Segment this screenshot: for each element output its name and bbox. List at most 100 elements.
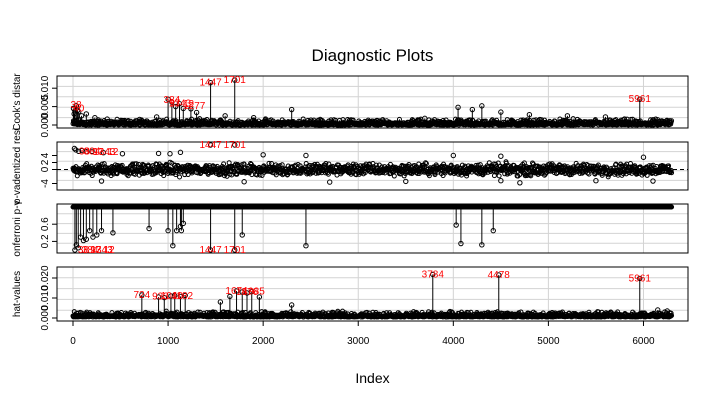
outlier-label: 5961 xyxy=(629,94,652,105)
observation-point xyxy=(527,172,533,178)
y-tick-label: -4 xyxy=(40,179,51,188)
x-axis-label: Index xyxy=(355,370,389,386)
data-point xyxy=(136,116,143,123)
data-point xyxy=(78,113,85,119)
y-tick-label: 4 xyxy=(40,152,51,158)
data-point xyxy=(403,178,409,185)
y-tick-label: 0.005 xyxy=(40,94,51,119)
y-tick-label: 0.000 xyxy=(40,112,51,137)
y-axis-label: onferroni p-v xyxy=(12,200,23,256)
observation-point xyxy=(382,170,388,176)
data-point xyxy=(104,116,110,122)
chart-title: Diagnostic Plots xyxy=(312,46,434,65)
data-point xyxy=(374,117,380,124)
data-point xyxy=(167,151,173,157)
x-tick-label: 5000 xyxy=(537,336,560,347)
data-point xyxy=(76,109,82,115)
outlier-label: 1701 xyxy=(224,140,247,151)
panels-group: 0 1000 2000 3000 4000 5000 6000 0.0000.0050.010… xyxy=(12,73,689,347)
observation-point xyxy=(248,161,254,167)
data-point xyxy=(469,106,476,113)
observation-point xyxy=(367,161,373,167)
observation-point xyxy=(477,165,483,171)
data-point xyxy=(232,77,238,83)
observation-point xyxy=(423,160,429,166)
data-point xyxy=(303,152,309,159)
outlier-label: 1701 xyxy=(224,75,247,86)
outlier-label: 12 xyxy=(183,99,195,110)
data-point xyxy=(176,100,183,107)
data-point xyxy=(422,115,428,122)
outlier-label: 384 xyxy=(164,95,181,106)
outlier-label: 38 xyxy=(70,100,82,111)
outlier-label: 97 xyxy=(169,98,181,109)
outlier-label: 1277 xyxy=(183,101,206,112)
observation-point xyxy=(493,161,499,167)
observation-point xyxy=(234,171,240,177)
observation-point xyxy=(496,173,502,179)
data-point xyxy=(83,111,90,117)
observation-point xyxy=(668,167,674,173)
x-tick-label: 6000 xyxy=(632,336,655,347)
observation-point xyxy=(269,161,275,167)
observation-point xyxy=(599,172,605,178)
data-point xyxy=(180,105,186,112)
outlier-label: 1447 xyxy=(199,78,222,89)
data-point xyxy=(317,116,323,123)
observation-point xyxy=(325,171,331,177)
data-point xyxy=(650,178,656,184)
x-tick-label: 1000 xyxy=(157,336,180,347)
observation-point xyxy=(586,171,592,177)
data-point xyxy=(89,148,95,155)
panel-frame xyxy=(56,141,689,191)
observation-point xyxy=(164,162,170,168)
data-point xyxy=(119,151,126,157)
observation-point xyxy=(125,173,131,179)
observation-point xyxy=(521,160,527,166)
data-point xyxy=(655,117,661,123)
data-point xyxy=(155,150,162,157)
data-point xyxy=(172,103,179,110)
data-point xyxy=(479,103,485,109)
observation-point xyxy=(323,160,329,166)
outlier-label: 40 xyxy=(73,103,85,114)
data-point xyxy=(564,113,571,119)
data-point xyxy=(169,99,175,105)
observation-point xyxy=(279,162,285,168)
outlier-label: 1447 xyxy=(199,140,222,151)
data-point xyxy=(517,180,523,186)
x-tick-label: 2000 xyxy=(252,336,275,347)
data-point xyxy=(76,148,82,155)
observation-point xyxy=(389,169,395,175)
observation-point xyxy=(391,173,397,179)
observation-point xyxy=(114,171,120,177)
data-point xyxy=(455,104,461,111)
y-axis-label: Cook's distar xyxy=(12,73,23,131)
x-tick-label: 3000 xyxy=(347,336,370,347)
observation-point xyxy=(632,163,638,169)
data-point xyxy=(637,96,643,102)
observation-point xyxy=(292,162,298,168)
observation-point xyxy=(528,173,534,179)
observation-point xyxy=(350,117,356,123)
data-point xyxy=(92,114,98,121)
observation-point xyxy=(669,170,675,176)
data-point xyxy=(250,114,257,121)
data-point xyxy=(193,109,200,116)
y-axis-label: p-vadentized resi xyxy=(12,128,23,204)
data-point xyxy=(498,109,504,115)
data-point xyxy=(165,96,171,102)
outlier-label: 1343 xyxy=(169,98,192,109)
y-tick-label: 0 xyxy=(40,166,51,172)
data-point xyxy=(222,113,228,119)
observation-point xyxy=(517,172,523,178)
y-tick-label: 0.010 xyxy=(40,75,51,100)
observation-point xyxy=(164,116,170,122)
observation-point xyxy=(530,160,536,166)
observation-point xyxy=(263,116,269,122)
observation-point xyxy=(177,174,183,180)
observation-point xyxy=(666,163,672,169)
